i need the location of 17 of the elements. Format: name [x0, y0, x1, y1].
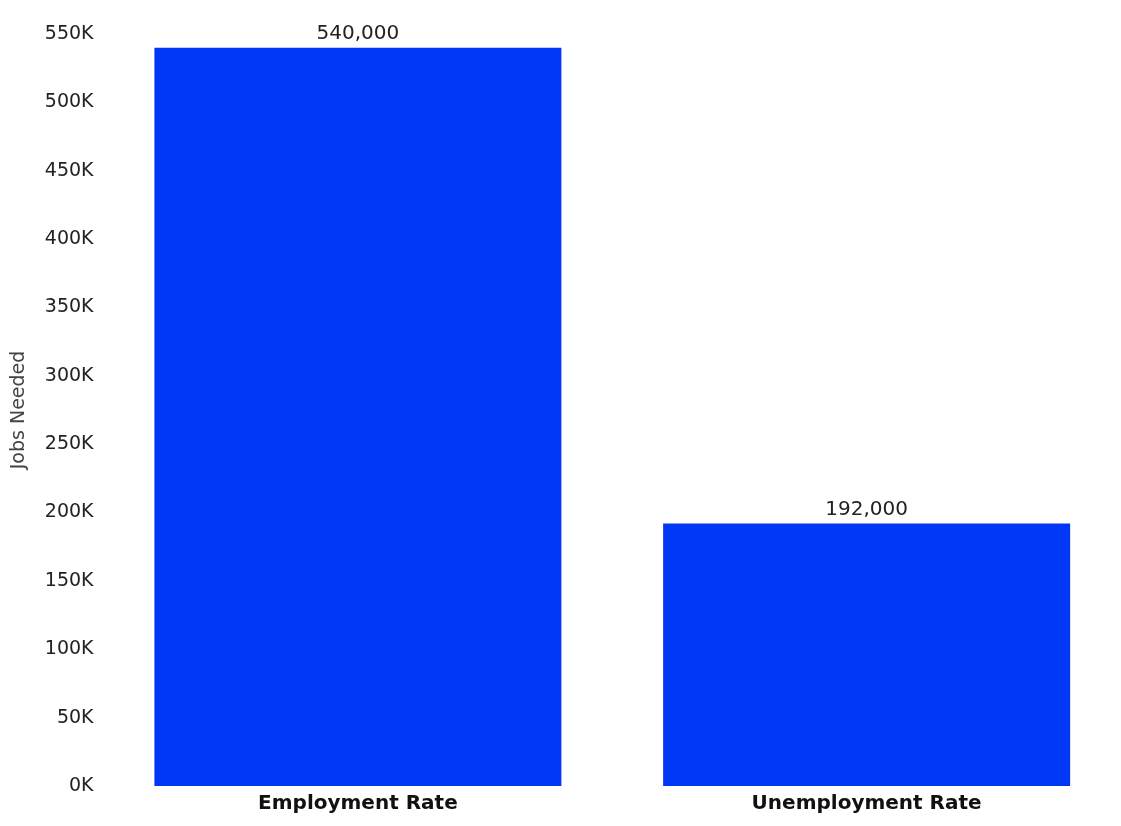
- x-tick-label: Employment Rate: [258, 790, 458, 815]
- data-label: 192,000: [825, 495, 908, 520]
- y-axis-title: Jobs Needed: [6, 350, 29, 471]
- y-tick-label: 0K: [68, 772, 95, 795]
- y-tick-label: 350K: [44, 294, 95, 317]
- y-tick-label: 550K: [44, 20, 95, 43]
- y-tick-label: 100K: [44, 636, 95, 659]
- y-tick-label: 250K: [44, 431, 95, 454]
- y-tick-label: 450K: [44, 157, 95, 180]
- y-tick-label: 400K: [44, 226, 95, 249]
- y-tick-label: 150K: [44, 567, 95, 590]
- y-tick-label: 500K: [44, 89, 95, 112]
- x-tick-label: Unemployment Rate: [751, 790, 982, 815]
- data-label: 540,000: [316, 19, 400, 44]
- y-tick-label: 50K: [56, 704, 95, 727]
- y-tick-label: 200K: [44, 499, 95, 522]
- y-tick-label: 300K: [44, 362, 95, 385]
